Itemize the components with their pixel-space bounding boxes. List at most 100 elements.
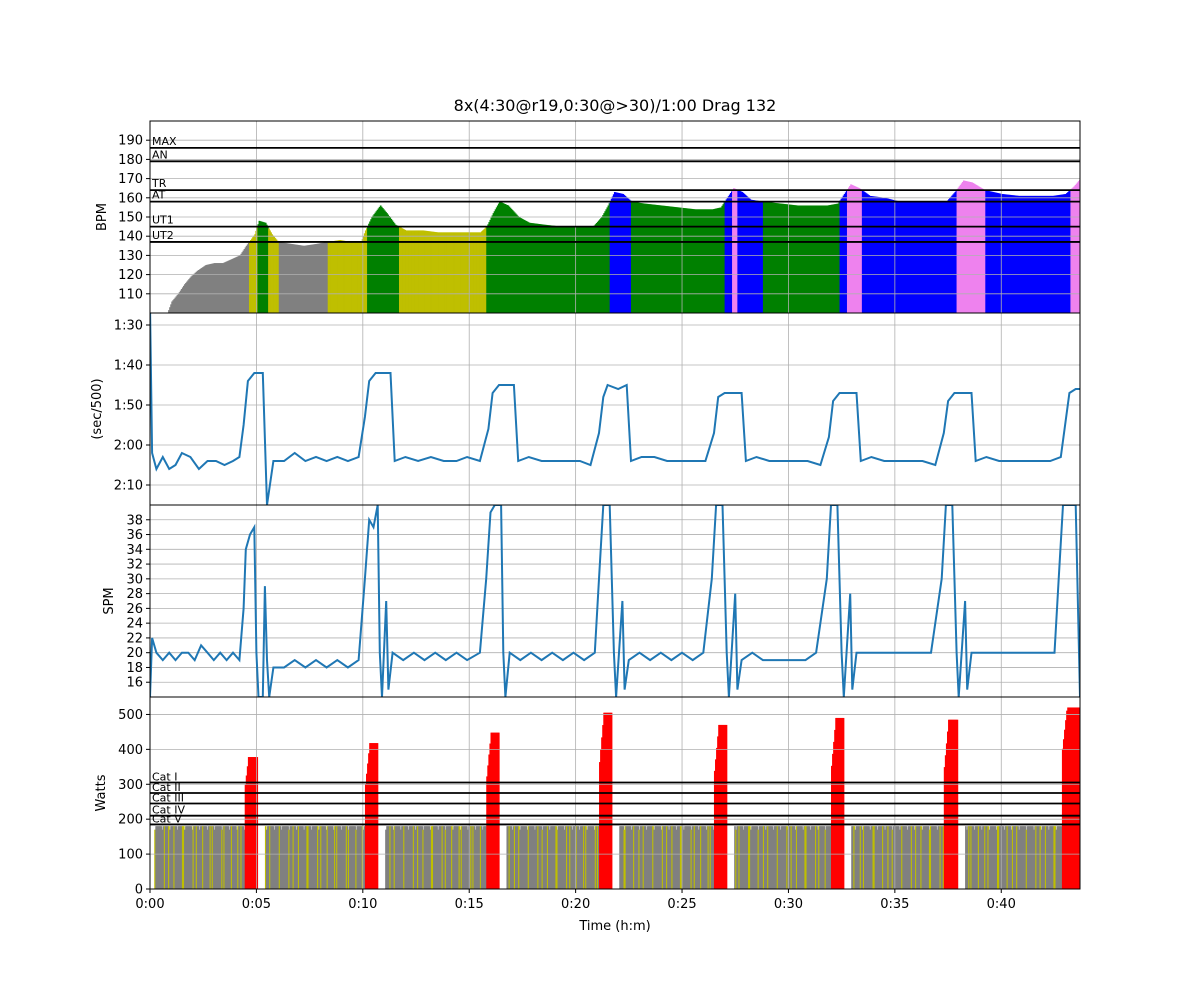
watts-bar [587,826,589,889]
bpm-bar [944,201,947,313]
bpm-bar [322,242,325,313]
bpm-bar [239,255,242,313]
bpm-bar [207,264,210,313]
watts-bar [159,826,162,889]
watts-bar [638,829,641,889]
watts-bar [834,729,836,889]
watts-bar [245,775,248,889]
bpm-bar [411,230,414,313]
bpm-bar [478,232,481,313]
watts-bar [394,826,397,889]
watts-bar [604,712,607,889]
watts-bar [239,826,242,889]
watts-bar [390,826,393,889]
bpm-bar [339,240,342,313]
watts-bar [588,826,591,889]
bpm-bar [1077,181,1080,313]
watts-bar [822,826,825,889]
bpm-bar [831,204,833,313]
y-tick-label: 22 [126,631,143,646]
watts-bar [475,826,478,889]
bpm-bar [895,200,898,313]
bpm-bar [1064,194,1066,313]
bpm-bar [314,244,317,313]
watts-bar [751,826,753,889]
bpm-bar [973,183,976,313]
bpm-bar [661,205,664,313]
bpm-bar [237,256,239,313]
bpm-bar [168,310,170,313]
bpm-bar [724,201,727,313]
watts-bar [912,826,915,889]
watts-bar [567,826,569,889]
y-axis-title: SPM [102,587,117,614]
bpm-bar [628,199,631,313]
bpm-bar [719,207,721,313]
watts-bar [210,826,213,889]
bpm-bar [1066,193,1068,313]
bpm-bar [938,201,941,313]
watts-bar [875,826,878,889]
bpm-bar [454,232,456,313]
watts-bar [895,826,898,889]
watts-bar [284,826,286,889]
bpm-bar [302,245,304,313]
watts-bar [366,773,368,889]
watts-bar [320,826,322,889]
bpm-bar [738,190,741,313]
watts-bar [803,826,806,889]
bpm-bar [290,243,293,313]
bpm-bar [508,206,511,313]
bpm-bar [966,181,968,313]
watts-bar [645,829,648,889]
watts-bar [155,826,157,889]
bpm-bar [813,205,816,313]
watts-bar [196,826,199,889]
bpm-bar [421,230,424,313]
watts-bar [352,826,354,889]
bpm-bar [684,208,686,313]
watts-bar [719,724,721,889]
bpm-bar [789,204,792,313]
watts-bar [546,826,549,889]
bpm-bar [756,200,759,313]
watts-bar [813,826,816,889]
bpm-bar [860,189,863,313]
bpm-bar [491,215,494,313]
watts-bar [256,757,259,889]
bpm-bar [328,241,331,313]
bpm-bar [854,186,857,313]
bpm-bar [617,192,619,313]
bpm-bar [1010,195,1013,313]
bpm-bar [979,187,982,313]
bpm-bar [224,262,227,313]
bpm-bar [519,217,521,313]
watts-bar [705,829,708,889]
bpm-bar [898,201,900,313]
bpm-bar [718,207,720,313]
watts-bar [195,826,198,889]
watts-bar [466,826,468,889]
watts-bar [174,826,177,889]
watts-bar [874,826,877,889]
watts-bar [1003,829,1006,889]
watts-bar [487,765,489,889]
bpm-bar [479,232,482,313]
y-tick-label: 1:30 [114,319,143,334]
watts-bar [627,826,630,889]
y-tick-label: 100 [118,848,143,863]
watts-bar [486,776,488,889]
watts-bar [597,826,600,889]
bpm-bar [305,245,308,313]
watts-bar [304,826,306,889]
watts-bar [419,826,421,889]
bpm-bar [573,226,576,313]
bpm-bar [601,217,603,313]
bpm-bar [1041,195,1044,313]
bpm-bar [354,241,356,313]
bpm-bar [351,241,353,313]
watts-bar [395,826,398,889]
watts-bar [829,826,832,889]
bpm-bar [350,241,352,313]
